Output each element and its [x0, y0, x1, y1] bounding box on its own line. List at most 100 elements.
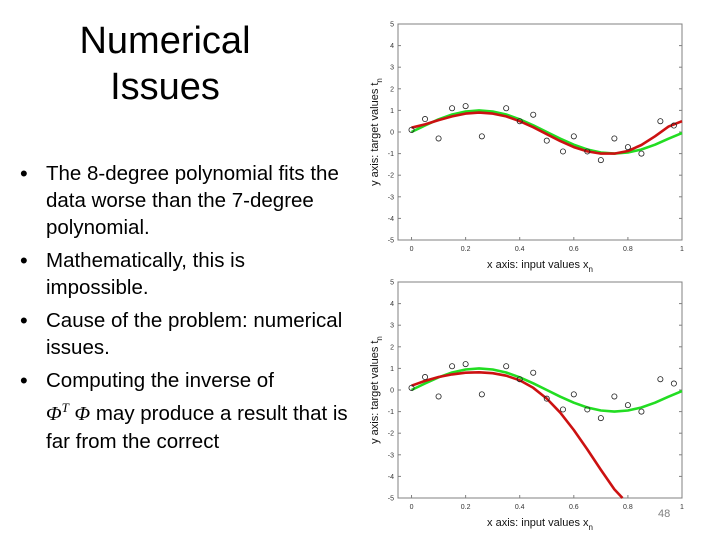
- data-point: [597, 157, 604, 164]
- data-point: [449, 363, 456, 370]
- data-point: [624, 402, 631, 409]
- data-point: [435, 393, 442, 400]
- x-axis-label-text: x axis: input values x: [487, 517, 589, 529]
- bullet-item: Mathematically, this is impossible.: [18, 247, 348, 301]
- data-point: [543, 137, 550, 144]
- y-tick-label: 5: [390, 280, 394, 287]
- plot-degree-7-svg: 0 0.2 0.4 0.6 0.8 1 -5 -4 -3 -2 -1 0 1 2 3 4 5 x axis: in…: [369, 22, 684, 275]
- data-point: [478, 133, 485, 140]
- y-tick-label: 1: [390, 108, 394, 115]
- slide-title-line1: Numerical: [79, 20, 251, 62]
- data-point: [657, 376, 664, 383]
- data-point: [543, 395, 550, 402]
- y-tick-label: -1: [388, 151, 394, 158]
- y-tick-label: -5: [388, 238, 394, 245]
- y-axis-label-subscript: n: [375, 78, 384, 82]
- y-tick-label: 3: [390, 65, 394, 72]
- x-tick-label: 0.4: [515, 504, 525, 511]
- bullet-text: Computing the inverse of: [46, 369, 274, 392]
- x-tick-label: 0: [410, 246, 414, 253]
- data-point: [559, 406, 566, 413]
- y-axis-label-text: y axis: target values t: [369, 83, 381, 186]
- data-point: [449, 105, 456, 112]
- x-tick-label: 1: [680, 504, 684, 511]
- slide-title-line2: Issues: [110, 66, 220, 108]
- y-axis-label: y axis: target values tn: [369, 336, 384, 444]
- series-line: [410, 109, 683, 155]
- data-point: [570, 133, 577, 140]
- series-line: [411, 111, 683, 155]
- x-tick-label: 0.4: [515, 246, 525, 253]
- y-tick-label: 4: [390, 301, 394, 308]
- x-axis-label: x axis: input values xn: [487, 517, 593, 532]
- bullet-list: The 8-degree polynomial fits the data wo…: [18, 160, 348, 461]
- y-tick-label: -2: [388, 173, 394, 180]
- data-point: [503, 105, 510, 112]
- x-axis-label: x axis: input values xn: [487, 259, 593, 274]
- y-tick-label: 0: [390, 130, 394, 137]
- x-tick-label: 0.6: [569, 504, 579, 511]
- data-point: [584, 148, 591, 155]
- bullet-item: Cause of the problem: numerical issues.: [18, 307, 348, 361]
- y-tick-label: -3: [388, 452, 394, 459]
- data-point: [462, 103, 469, 110]
- x-axis-label-subscript: n: [589, 523, 593, 532]
- data-point: [570, 391, 577, 398]
- phi-symbol: Φ: [46, 402, 62, 425]
- data-point: [516, 376, 523, 383]
- x-tick-label: 0: [410, 504, 414, 511]
- data-point: [422, 374, 429, 381]
- x-tick-label: 0.2: [461, 246, 471, 253]
- data-point: [516, 118, 523, 125]
- data-point: [530, 111, 537, 118]
- y-tick-label: -1: [388, 409, 394, 416]
- y-tick-label: -4: [388, 216, 394, 223]
- y-tick-label: 1: [390, 366, 394, 373]
- data-point: [611, 393, 618, 400]
- data-point: [638, 408, 645, 415]
- x-tick-label: 0.2: [461, 504, 471, 511]
- data-point: [559, 148, 566, 155]
- data-point: [478, 391, 485, 398]
- data-point: [657, 118, 664, 125]
- page-number: 48: [658, 508, 671, 520]
- data-point: [638, 150, 645, 157]
- x-tick-label: 0.8: [623, 246, 633, 253]
- x-tick-label: 0.8: [623, 504, 633, 511]
- x-axis-label-text: x axis: input values x: [487, 259, 589, 271]
- data-point: [462, 361, 469, 368]
- y-tick-label: 4: [390, 43, 394, 50]
- y-axis-label: y axis: target values tn: [369, 78, 384, 186]
- data-point: [503, 363, 510, 370]
- data-point: [584, 406, 591, 413]
- y-tick-label: 3: [390, 323, 394, 330]
- plot-degree-7: 0 0.2 0.4 0.6 0.8 1 -5 -4 -3 -2 -1 0 1 2 3 4 5 x axis: in…: [360, 18, 700, 281]
- y-tick-label: -2: [388, 431, 394, 438]
- data-point: [408, 126, 415, 133]
- y-axis-label-subscript: n: [375, 336, 384, 340]
- series-line: [411, 371, 624, 499]
- phi-symbol: Φ: [74, 402, 91, 425]
- y-tick-label: 0: [390, 388, 394, 395]
- y-axis-label-text: y axis: target values t: [369, 341, 381, 444]
- data-point: [670, 122, 677, 129]
- data-point: [624, 144, 631, 151]
- data-point: [597, 415, 604, 422]
- x-axis-label-subscript: n: [589, 265, 593, 274]
- data-point: [670, 380, 677, 387]
- y-tick-label: 2: [390, 344, 394, 351]
- series-line: [410, 367, 683, 413]
- bullet-item: The 8-degree polynomial fits the data wo…: [18, 160, 348, 241]
- y-tick-label: -5: [388, 496, 394, 503]
- data-point: [611, 135, 618, 142]
- transpose-superscript: T: [61, 400, 69, 415]
- x-tick-label: 0.6: [569, 246, 579, 253]
- data-point: [408, 384, 415, 391]
- plot-degree-8-svg: 0 0.2 0.4 0.6 0.8 1 -5 -4 -3 -2 -1 0 1 2 3 4 5 x axis: in…: [369, 280, 684, 533]
- y-tick-label: 2: [390, 86, 394, 93]
- bullet-text: may produce a result that is far from th…: [46, 401, 348, 453]
- y-tick-label: -3: [388, 194, 394, 201]
- data-point: [530, 369, 537, 376]
- data-point: [422, 116, 429, 123]
- bullet-item: Computing the inverse of ΦT Φ may produc…: [18, 367, 348, 455]
